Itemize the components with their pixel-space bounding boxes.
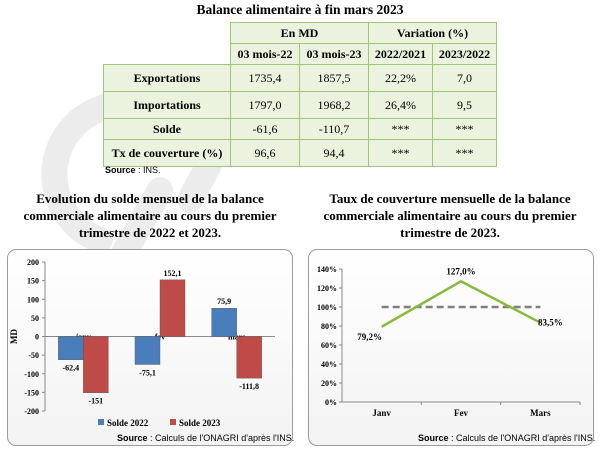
table-cell: *** (368, 118, 433, 140)
y-tick-label: 0% (325, 398, 337, 407)
right-chart-title: Taux de couverture mensuelle de la balan… (323, 191, 577, 240)
table-cell: 1968,2 (299, 91, 369, 119)
balance-table: En MD Variation (%) 03 mois-22 03 mois-2… (103, 22, 497, 167)
left-chart-source: Source : Calculs de l'ONAGRI d'après l'I… (117, 433, 295, 443)
col-header: 2023/2022 (432, 43, 497, 65)
group-header-variation: Variation (%) (368, 22, 497, 44)
table-cell: 9,5 (432, 91, 497, 119)
bar (159, 279, 186, 337)
row-label: Importations (103, 91, 231, 119)
table-cell: 22,2% (368, 64, 433, 92)
left-chart-title: Evolution du solde mensuel de la balance… (23, 191, 277, 240)
table-cell: 7,0 (432, 64, 497, 92)
y-tick-label: 80% (321, 322, 337, 331)
table-cell: 1735,4 (230, 64, 300, 92)
y-tick-label: 0 (35, 333, 39, 342)
y-tick-label: -100 (24, 370, 39, 379)
data-label: -62,4 (62, 364, 79, 373)
table-cell: 96,6 (230, 139, 300, 167)
y-tick-label: -150 (24, 388, 39, 397)
series-line (381, 279, 541, 328)
table-source: Source : INS. (105, 165, 161, 175)
legend-swatch (98, 419, 104, 425)
col-header: 03 mois-23 (299, 43, 369, 65)
table-cell: 1857,5 (299, 64, 369, 92)
row-label: Tx de couverture (%) (103, 139, 231, 167)
y-tick-label: 100% (317, 303, 337, 312)
group-header-md: En MD (230, 22, 369, 44)
y-tick-label: 140% (317, 265, 337, 274)
row-label: Solde (103, 118, 231, 140)
table-cell: *** (368, 139, 433, 167)
bar (134, 336, 161, 365)
x-tick-label: Mars (530, 408, 551, 418)
x-tick-label: Janv (372, 408, 391, 418)
data-label: -75,1 (139, 368, 156, 377)
table-cell: *** (432, 118, 497, 140)
bar-chart: 200150100500-50-100-150-200MDjanv-62,4-1… (9, 258, 275, 428)
data-label: -151 (88, 397, 103, 406)
data-label: 75,9 (217, 297, 231, 306)
y-tick-label: -200 (24, 407, 39, 416)
table-row: Importations 1797,0 1968,2 26,4% 9,5 (103, 91, 497, 119)
data-label: 152,1 (164, 269, 182, 278)
y-tick-label: 100 (27, 295, 39, 304)
y-tick-label: 20% (321, 379, 337, 388)
legend-swatch (170, 419, 176, 425)
right-chart-source: Source : Calculs de l'ONAGRI d'après l'I… (418, 433, 596, 443)
y-tick-label: 50 (31, 314, 39, 323)
legend-label: Solde 2022 (107, 418, 149, 428)
bar (211, 308, 237, 337)
col-header: 2022/2021 (368, 43, 433, 65)
row-label: Exportations (103, 64, 231, 92)
table-cell: -61,6 (230, 118, 300, 140)
table-row: Exportations 1735,4 1857,5 22,2% 7,0 (103, 64, 497, 92)
y-tick-label: 60% (321, 341, 337, 350)
table-cell: 94,4 (299, 139, 369, 167)
data-label: 79,2% (357, 332, 382, 342)
y-tick-label: 40% (321, 360, 337, 369)
bar (236, 336, 262, 379)
line-chart: 140% 120% 100% 80% 60% 40% 20% 0% Janv Fev Mars 79,… (317, 265, 581, 418)
legend-label: Solde 2023 (179, 418, 221, 428)
y-tick-label: 200 (27, 258, 39, 267)
y-axis-label: MD (9, 329, 19, 344)
bar (58, 336, 84, 360)
table-title: Balance alimentaire à fin mars 2023 (196, 2, 404, 17)
y-tick-label: 120% (317, 284, 337, 293)
x-tick-label: Fev (454, 408, 468, 418)
right-chart-frame (308, 249, 594, 446)
bar (83, 336, 109, 393)
table-row: Tx de couverture (%) 96,6 94,4 *** *** (103, 139, 497, 167)
data-label: 83,5% (538, 318, 563, 328)
y-tick-label: -50 (28, 351, 39, 360)
col-header: 03 mois-22 (230, 43, 300, 65)
data-label: -111,8 (239, 382, 259, 391)
table-cell: 26,4% (368, 91, 433, 119)
table-cell: *** (432, 139, 497, 167)
table-row: Solde -61,6 -110,7 *** *** (103, 118, 497, 140)
data-label: 127,0% (446, 266, 475, 276)
y-tick-label: 150 (27, 277, 39, 286)
table-cell: 1797,0 (230, 91, 300, 119)
table-cell: -110,7 (299, 118, 369, 140)
